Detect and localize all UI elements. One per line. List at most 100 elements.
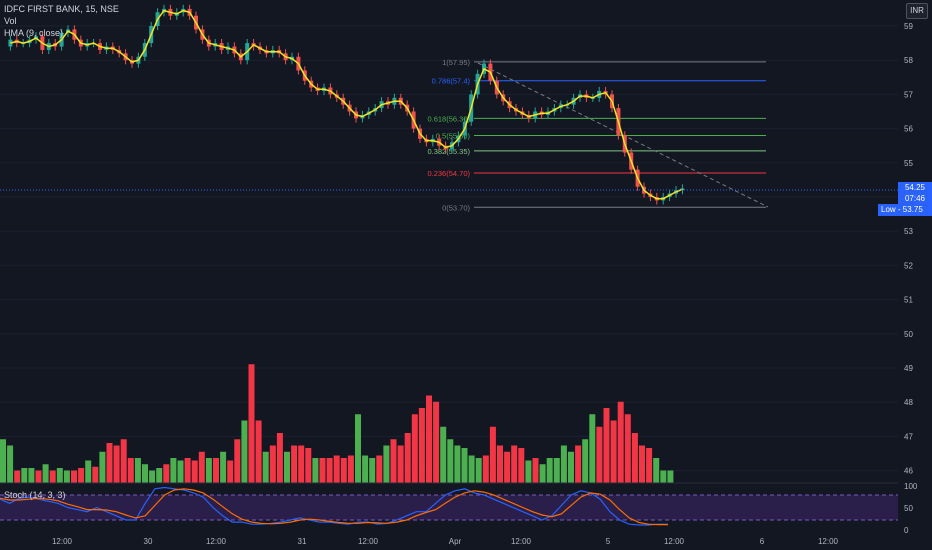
- volume-bar: [376, 455, 383, 483]
- time-tick-8: 12:00: [664, 537, 685, 546]
- volume-bar: [49, 470, 56, 483]
- volume-bar: [440, 426, 447, 483]
- stoch-tick-1: 50: [904, 504, 913, 513]
- volume-bar: [71, 470, 77, 483]
- price-tick-8: 51: [904, 296, 913, 305]
- volume-bar: [603, 408, 610, 483]
- volume-bar: [14, 470, 21, 483]
- volume-bar: [511, 445, 518, 483]
- symbol-title[interactable]: IDFC FIRST BANK, 15, NSE: [4, 4, 119, 14]
- price-tick-0: 59: [904, 22, 913, 31]
- time-tick-1: 30: [144, 537, 153, 546]
- time-tick-9: 6: [760, 537, 765, 546]
- volume-bar: [504, 451, 511, 483]
- volume-bar: [482, 455, 489, 483]
- volume-bar: [262, 451, 269, 483]
- volume-bar: [184, 458, 191, 483]
- volume-bar: [532, 458, 539, 483]
- volume-bar: [56, 468, 63, 483]
- price-tick-4: 55: [904, 159, 913, 168]
- volume-bar: [418, 408, 425, 483]
- price-tick-2: 57: [904, 90, 913, 99]
- volume-bar: [227, 460, 234, 483]
- legend-hma[interactable]: HMA (9, close): [4, 28, 64, 38]
- price-tick-10: 49: [904, 364, 913, 373]
- stoch-tick-0: 100: [904, 482, 918, 491]
- volume-bars: [0, 364, 674, 483]
- volume-bar: [156, 468, 163, 483]
- volume-bar: [113, 445, 120, 483]
- volume-bar: [234, 439, 241, 483]
- time-tick-4: 12:00: [358, 537, 379, 546]
- volume-bar: [78, 468, 85, 483]
- time-tick-3: 31: [298, 537, 307, 546]
- volume-bar: [284, 451, 290, 483]
- fib-label-6: 0(53.70): [442, 203, 470, 212]
- volume-bar: [142, 464, 148, 483]
- fib-label-0: 1(57.95): [442, 58, 470, 67]
- volume-bar: [475, 458, 482, 483]
- volume-bar: [0, 439, 6, 483]
- stoch-axis[interactable]: 100 50 0: [904, 482, 918, 535]
- stoch-k-line: [0, 486, 668, 526]
- volume-bar: [305, 448, 312, 483]
- volume-bar: [21, 468, 28, 483]
- volume-bar: [653, 458, 660, 483]
- volume-bar: [362, 455, 369, 483]
- volume-bar: [134, 458, 141, 483]
- volume-bar: [276, 433, 283, 483]
- volume-bar: [518, 448, 525, 483]
- volume-bar: [213, 458, 219, 483]
- stochastic-pane[interactable]: [0, 486, 898, 526]
- volume-bar: [177, 460, 184, 483]
- volume-bar: [546, 458, 553, 483]
- volume-bar: [596, 426, 603, 483]
- low-label: Low: [881, 205, 896, 214]
- volume-bar: [170, 458, 177, 483]
- volume-bar: [639, 445, 645, 483]
- legend-volume[interactable]: Vol: [4, 16, 17, 26]
- volume-bar: [269, 445, 276, 483]
- volume-bar: [85, 460, 92, 483]
- volume-bar: [589, 414, 596, 483]
- volume-bar: [383, 445, 390, 483]
- volume-bar: [553, 458, 560, 483]
- volume-bar: [397, 445, 404, 483]
- fib-label-5: 0.236(54.70): [427, 169, 470, 178]
- stoch-d-line: [0, 488, 668, 526]
- fib-label-3: 0.5(55.80): [436, 131, 471, 140]
- volume-bar: [433, 401, 440, 483]
- current-price-value: 54.25: [904, 183, 926, 192]
- current-price-tag: 54.25 07:46: [898, 182, 932, 204]
- volume-bar: [255, 420, 262, 483]
- volume-bar: [205, 458, 212, 483]
- volume-bar: [106, 443, 113, 483]
- time-tick-7: 5: [606, 537, 611, 546]
- price-tick-13: 46: [904, 467, 913, 476]
- volume-bar: [461, 448, 468, 483]
- price-tick-7: 52: [904, 261, 913, 270]
- price-tick-9: 50: [904, 330, 913, 339]
- time-tick-2: 12:00: [206, 537, 227, 546]
- volume-bar: [575, 445, 582, 483]
- volume-bar: [624, 414, 631, 483]
- legend-stoch[interactable]: Stoch (14, 3, 3): [4, 490, 66, 500]
- volume-bar: [610, 420, 617, 483]
- currency-button[interactable]: INR: [906, 3, 928, 19]
- price-tick-12: 47: [904, 432, 913, 441]
- volume-bar: [333, 455, 340, 483]
- time-tick-10: 12:00: [818, 537, 839, 546]
- volume-bar: [411, 414, 418, 483]
- volume-bar: [539, 464, 546, 483]
- volume-bar: [35, 470, 42, 483]
- time-axis[interactable]: 12:00 30 12:00 31 12:00 Apr 12:00 5 12:00 6 12:00: [52, 537, 839, 546]
- stoch-band: [0, 495, 898, 520]
- volume-bar: [355, 414, 361, 483]
- fib-trend-line[interactable]: [477, 62, 769, 208]
- volume-bar: [489, 426, 496, 483]
- volume-bar: [631, 433, 638, 483]
- time-tick-5: Apr: [449, 537, 462, 546]
- volume-bar: [340, 458, 347, 483]
- price-tick-11: 48: [904, 398, 913, 407]
